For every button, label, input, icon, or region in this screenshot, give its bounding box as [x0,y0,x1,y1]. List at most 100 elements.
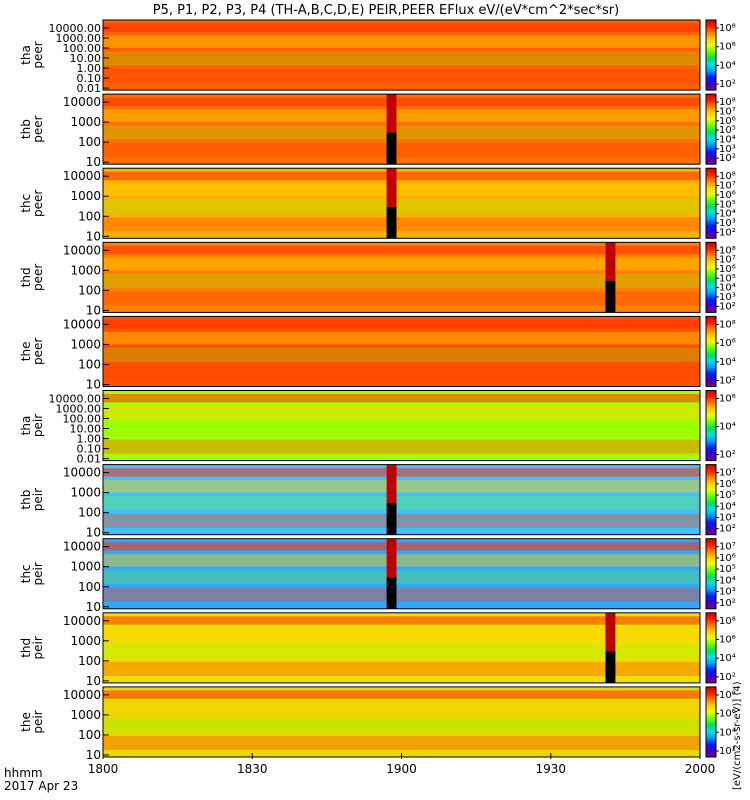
y-tick-label: 1000 [70,115,101,129]
colorbar-tick-label: 10⁸ [719,245,736,256]
panel-species-label: peer [31,338,45,365]
colorbar-tick-label: 10⁴ [719,357,736,368]
y-tick-label: 100.00 [63,42,102,55]
colorbar [705,390,717,462]
y-tick-label: 1000 [70,486,101,500]
event-column-bottom [386,577,397,609]
y-tick-label: 100 [78,654,101,668]
panel-probe-label: thd [19,638,33,658]
colorbar-tick-label: 10³ [719,144,736,155]
energy-band [103,439,700,454]
panel-frame [102,19,701,91]
energy-band [103,245,700,255]
y-tick-label: 1000 [70,263,101,277]
energy-band [103,736,700,750]
colorbar-tick-label: 10⁴ [719,209,736,220]
panel-probe-label: tha [19,45,33,65]
energy-band [103,171,700,181]
y-tick-label: 10.00 [70,52,102,65]
colorbar [705,315,717,387]
panel-probe-label: the [19,712,33,732]
y-tick-label: 100 [78,580,101,594]
colorbar-tick-label: 10⁴ [719,653,736,664]
panel-frame [102,390,701,462]
energy-band [103,365,700,380]
x-tick-label: 1830 [237,762,268,776]
colorbar-tick-label: 10⁶ [719,190,736,201]
y-tick-label: 1.00 [77,62,102,75]
energy-band [103,143,700,158]
energy-band [103,422,700,436]
colorbar [705,19,717,91]
colorbar-tick-label: 10⁸ [719,616,736,627]
y-tick-label: 10000.00 [49,393,102,406]
colorbar-tick-label: 10² [719,450,736,461]
event-column-top [605,242,616,281]
colorbar-tick-label: 10⁵ [719,125,736,136]
energy-band [103,718,700,733]
y-tick-label: 10000 [63,169,101,183]
colorbar-tick-label: 10⁵ [719,490,736,501]
panel-probe-label: tha [19,416,33,436]
y-tick-label: 10000 [63,614,101,628]
colorbar [705,241,717,313]
energy-band [103,628,700,641]
y-tick-label: 1000 [70,634,101,648]
y-tick-label: 10 [86,229,101,243]
colorbar-tick-label: 10² [719,153,736,164]
colorbar-tick-label: 10⁴ [719,283,736,294]
energy-band [103,690,700,699]
colorbar-tick-label: 10³ [719,587,736,598]
y-tick-label: 10000 [63,466,101,480]
y-tick-label: 10 [86,303,101,317]
panel-frame [102,612,701,684]
panel-probe-label: thc [19,564,33,583]
x-axis: 1800 1830 1900 1930 2000 [88,753,715,776]
colorbar-tick-label: 10² [719,746,736,757]
colorbar-tick-label: 10² [719,598,736,609]
colorbar-tick-label: 10⁷ [719,181,736,192]
y-tick-label: 10 [86,155,101,169]
panel-species-label: peer [31,190,45,217]
energy-band [103,125,700,140]
energy-band [103,51,700,66]
y-tick-label: 0.10 [77,443,102,456]
colorbar-tick-label: 10⁶ [719,338,736,349]
colorbar-tick-label: 10⁴ [719,501,736,512]
y-tick-label: 10 [86,600,101,614]
panels-group: 10000.001000.00100.0010.001.000.100.01th… [19,19,736,762]
colorbar-tick-label: 10⁷ [719,255,736,266]
colorbar-tick-label: 10² [719,227,736,238]
y-tick-label: 10 [86,378,101,392]
energy-band [103,644,700,659]
y-tick-label: 1000 [70,189,101,203]
energy-band [103,468,700,477]
energy-band [103,542,700,551]
colorbar-tick-label: 10³ [719,292,736,303]
panel-frame [102,93,701,165]
y-tick-label: 10000 [63,317,101,331]
colorbar-tick-label: 10⁴ [719,727,736,738]
event-column-bottom [386,503,397,535]
panel-species-label: peir [31,414,45,437]
colorbar-tick-label: 10⁶ [719,553,736,564]
colorbar-tick-label: 10⁴ [719,422,736,433]
y-tick-label: 10 [86,674,101,688]
energy-band [103,35,700,48]
colorbar-tick-label: 10⁷ [719,542,736,553]
x-axis-label-date: 2017 Apr 23 [4,779,78,793]
event-column-top [605,612,616,652]
energy-band [103,570,700,585]
panel-probe-label: thb [19,490,33,510]
colorbar-tick-label: 10² [719,376,736,387]
y-tick-label: 100 [78,358,101,372]
event-column-bottom [386,132,397,165]
colorbar-tick-label: 10³ [719,218,736,229]
y-tick-label: 100 [78,209,101,223]
